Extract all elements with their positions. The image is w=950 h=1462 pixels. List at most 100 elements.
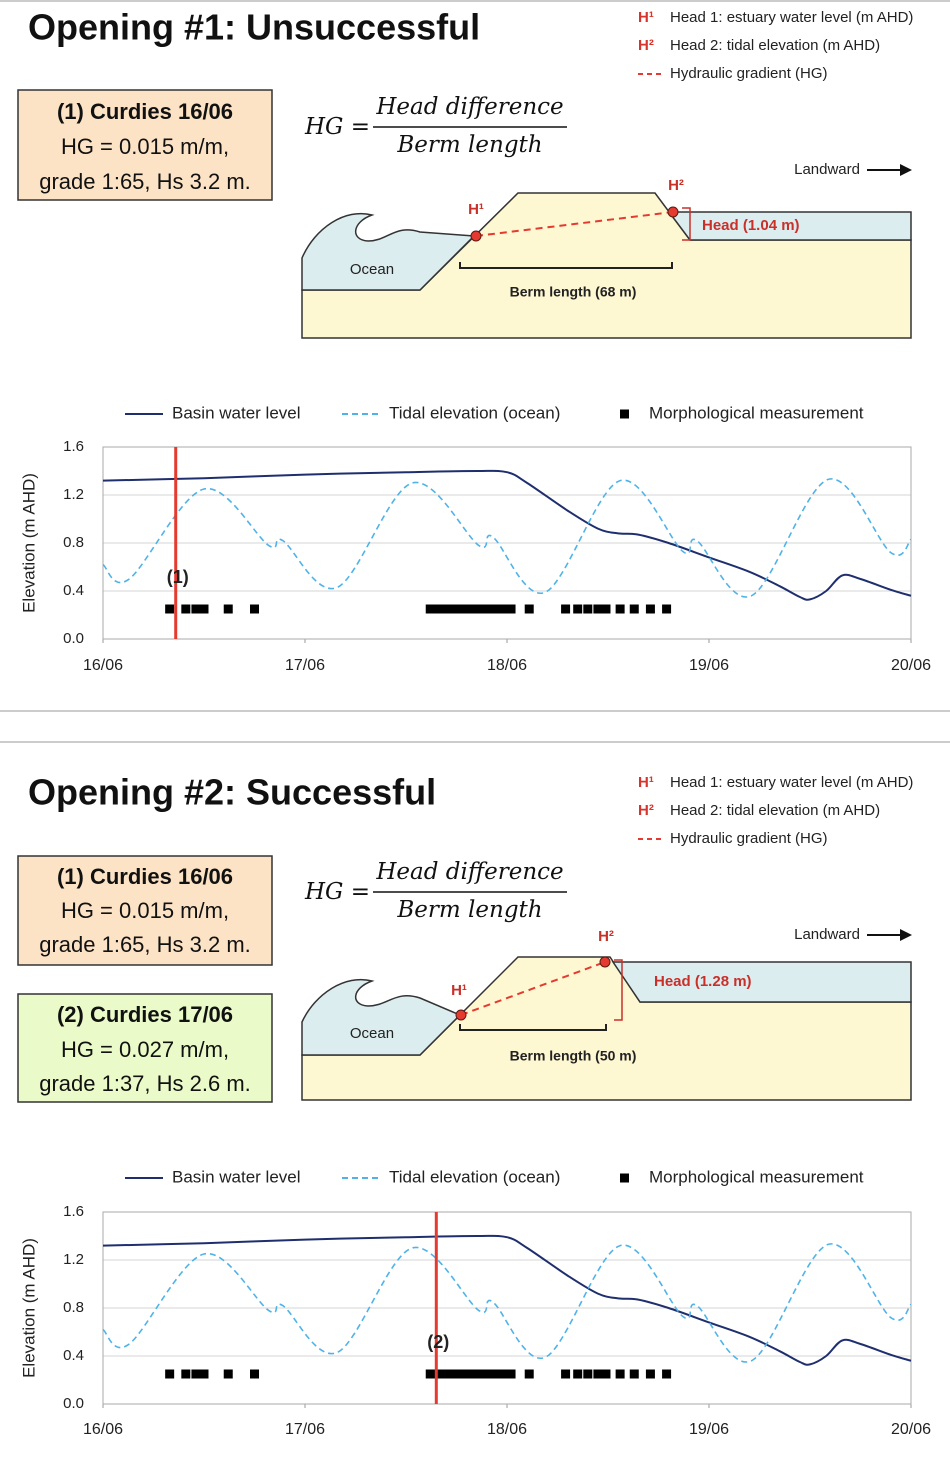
ocean-label: Ocean — [350, 261, 394, 278]
measurement-marker — [498, 604, 508, 614]
y-axis-title: Elevation (m AHD) — [19, 473, 38, 613]
y-tick-label: 1.6 — [63, 438, 84, 455]
measurement-marker — [615, 604, 625, 614]
formula-numerator: Head difference — [375, 859, 563, 885]
measurement-marker — [458, 604, 468, 614]
y-tick-label: 1.2 — [63, 486, 84, 503]
legend-text: Head 2: tidal elevation (m AHD) — [670, 37, 880, 54]
gradient-line — [475, 211, 674, 237]
box-line: (1) Curdies 16/06 — [57, 864, 233, 889]
h1-label: H¹ — [451, 982, 467, 999]
legend-text: Head 1: estuary water level (m AHD) — [670, 9, 913, 26]
measurement-marker — [629, 604, 639, 614]
series-line — [102, 1243, 912, 1363]
h2-label: H² — [598, 928, 614, 945]
y-tick-label: 0.8 — [63, 534, 84, 551]
measurement-marker — [250, 604, 259, 614]
measurement-marker — [583, 1369, 593, 1379]
box-line: grade 1:37, Hs 2.6 m. — [39, 1071, 251, 1096]
measurement-marker — [474, 1369, 484, 1379]
measurement-marker — [181, 604, 191, 614]
landward-label: Landward — [794, 161, 860, 178]
measurement-marker — [524, 604, 534, 614]
legend-label: Tidal elevation (ocean) — [389, 403, 560, 422]
measurement-marker — [490, 1369, 500, 1379]
legend-label: Morphological measurement — [649, 403, 864, 422]
x-tick-label: 20/06 — [891, 657, 931, 674]
legend-label: Tidal elevation (ocean) — [389, 1167, 560, 1186]
head-point — [667, 206, 679, 218]
berm-bracket — [459, 1024, 607, 1031]
head-bracket — [682, 207, 691, 241]
measurement-marker — [629, 1369, 639, 1379]
measurement-marker — [573, 1369, 583, 1379]
legend-text: Head 2: tidal elevation (m AHD) — [670, 802, 880, 819]
estuary — [611, 961, 912, 1003]
event-label: (2) — [427, 1332, 449, 1352]
measurement-marker — [662, 1369, 672, 1379]
formula-denominator: Berm length — [396, 132, 542, 158]
measurement-marker — [662, 604, 672, 614]
y-axis-title: Elevation (m AHD) — [19, 1238, 38, 1378]
separator — [0, 710, 950, 712]
measurement-marker — [601, 1369, 611, 1379]
y-tick-label: 1.6 — [63, 1203, 84, 1220]
measurement-marker — [433, 604, 443, 614]
measurement-marker — [425, 604, 435, 614]
measurement-marker — [223, 604, 233, 614]
legend-symbol: H¹ — [638, 774, 654, 791]
head-point — [455, 1009, 467, 1021]
berm-bracket — [459, 262, 673, 269]
legend-marker — [620, 1173, 629, 1183]
h1-label: H¹ — [468, 201, 484, 218]
separator — [0, 741, 950, 743]
formula-lhs: HG = — [304, 114, 370, 140]
arrow-head — [900, 164, 912, 176]
measurement-marker — [199, 1369, 209, 1379]
measurement-marker — [250, 1369, 259, 1379]
series-line — [102, 1234, 912, 1366]
ocean — [301, 212, 476, 291]
h2-label: H² — [668, 177, 684, 194]
head-label: Head (1.28 m) — [654, 973, 752, 990]
head-point — [599, 956, 611, 968]
legend-label: Morphological measurement — [649, 1167, 864, 1186]
measurement-marker — [498, 1369, 508, 1379]
arrow-head — [900, 929, 912, 941]
separator — [0, 0, 950, 2]
y-tick-label: 0.0 — [63, 1395, 84, 1412]
plot-frame — [102, 1211, 912, 1405]
series-line — [102, 478, 912, 598]
x-tick-label: 17/06 — [285, 1421, 325, 1438]
head-label: Head (1.04 m) — [702, 217, 800, 234]
measurement-marker — [223, 1369, 233, 1379]
box-line: (1) Curdies 16/06 — [57, 99, 233, 124]
measurement-marker — [490, 604, 500, 614]
legend-marker — [620, 409, 629, 419]
info-box — [17, 89, 273, 201]
legend-label: Basin water level — [172, 403, 301, 422]
ocean — [301, 978, 462, 1056]
measurement-marker — [601, 604, 611, 614]
plot-frame — [102, 446, 912, 640]
x-tick-label: 17/06 — [285, 657, 325, 674]
measurement-marker — [199, 604, 209, 614]
measurement-marker — [506, 604, 516, 614]
y-tick-label: 1.2 — [63, 1251, 84, 1268]
legend-label: Basin water level — [172, 1167, 301, 1186]
panel: Opening #2: Successful H¹ Head 1: estuar… — [17, 772, 913, 1103]
panel-title: Opening #2: Successful — [28, 772, 436, 813]
box-line: HG = 0.027 m/m, — [61, 1037, 229, 1062]
y-tick-label: 0.8 — [63, 1299, 84, 1316]
head-bracket — [614, 959, 623, 1021]
y-tick-label: 0.0 — [63, 630, 84, 647]
measurement-marker — [573, 604, 583, 614]
box-line: grade 1:65, Hs 3.2 m. — [39, 932, 251, 957]
chart: 0.0 0.4 0.8 1.2 1.6 16/06 17/06 18/06 19/06 20/06… — [19, 1167, 931, 1438]
measurement-marker — [458, 1369, 468, 1379]
gradient-line — [460, 961, 606, 1016]
formula-numerator: Head difference — [375, 94, 563, 120]
formula-denominator: Berm length — [396, 897, 542, 923]
measurement-marker — [449, 1369, 459, 1379]
